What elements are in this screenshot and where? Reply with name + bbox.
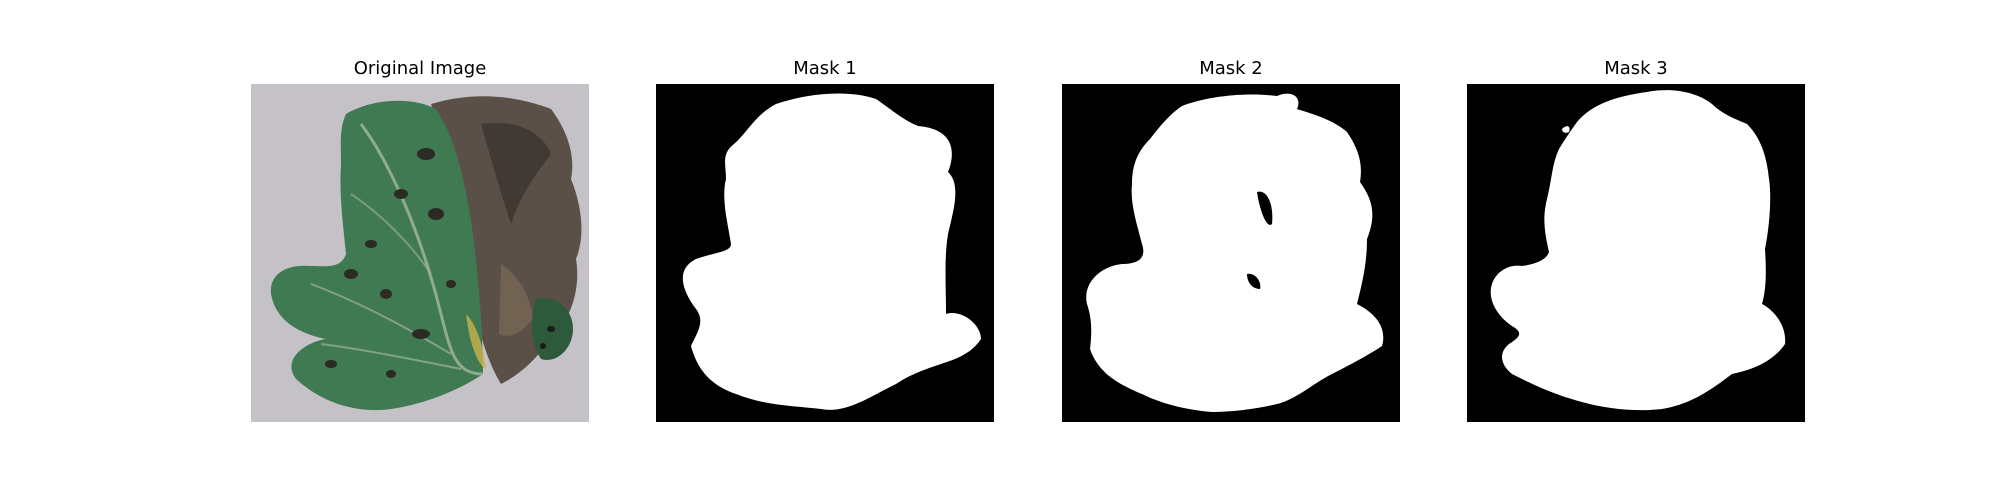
original-image-panel: Original Image (251, 0, 589, 500)
mask-3-panel: Mask 3 (1467, 0, 1805, 500)
mask-1-title: Mask 1 (793, 58, 857, 79)
mask-1-image (656, 84, 994, 422)
mask-1-panel: Mask 1 (656, 0, 994, 500)
mask-3-region (1490, 90, 1786, 411)
leaf-photo (251, 84, 589, 422)
original-image-title: Original Image (353, 58, 487, 79)
leaf-body (270, 100, 483, 411)
mask-2-region (1086, 93, 1384, 412)
mask-3-title: Mask 3 (1604, 58, 1668, 79)
mask-2-panel: Mask 2 (1062, 0, 1400, 500)
mask-2 (1062, 84, 1400, 422)
mask-2-title: Mask 2 (1199, 58, 1263, 79)
mask-1-region (682, 93, 981, 410)
mask-3-image (1467, 84, 1805, 422)
mask-3 (1467, 84, 1805, 422)
mask-1 (656, 84, 994, 422)
original-image (251, 84, 589, 422)
mask-2-image (1062, 84, 1400, 422)
